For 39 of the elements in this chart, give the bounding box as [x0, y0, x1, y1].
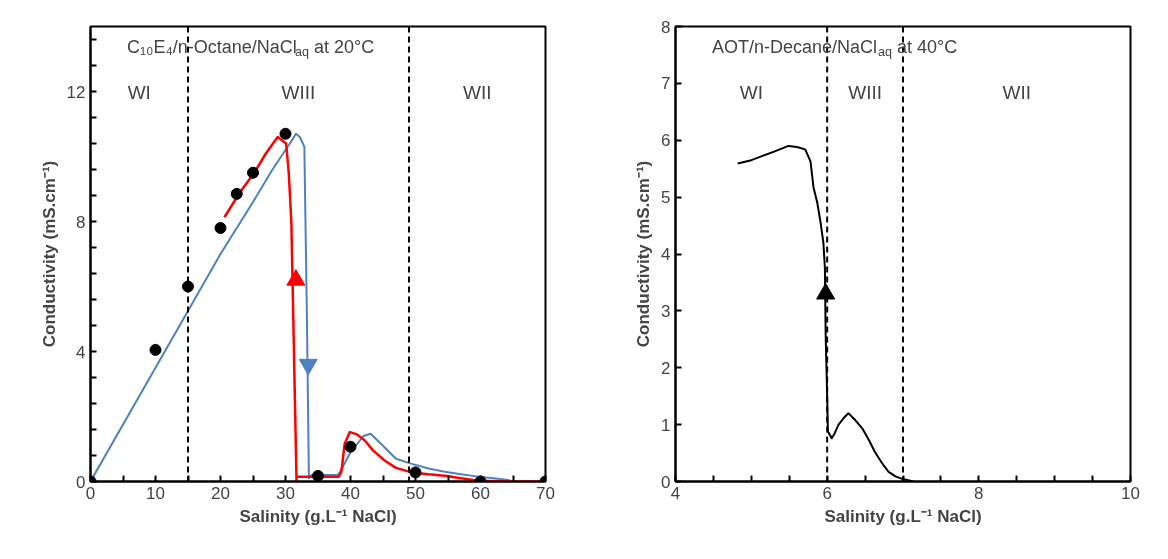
y-axis-title: Conductivity (mS.cm⁻¹)	[634, 160, 654, 348]
annotation: WIII	[848, 81, 882, 103]
point	[312, 469, 324, 482]
x-tick-label: 60	[471, 483, 490, 503]
annotation: WII	[463, 81, 492, 103]
y-tick-label: 5	[661, 188, 671, 208]
x-tick-label: 30	[276, 483, 295, 503]
y-tick-label: 3	[661, 301, 671, 321]
point	[279, 127, 292, 140]
annotation: WI	[739, 81, 763, 103]
x-tick-label: 20	[211, 483, 230, 503]
x-tick-label: 40	[341, 483, 360, 503]
point	[247, 166, 259, 179]
x-tick-label: 70	[536, 483, 555, 503]
y-tick-label: 8	[661, 17, 671, 37]
x-axis-title: Salinity (g.L⁻¹ NaCl)	[239, 506, 397, 526]
x-tick-label: 6	[822, 483, 832, 503]
point	[214, 222, 227, 234]
point	[409, 466, 422, 479]
y-tick-label: 4	[76, 342, 86, 362]
x-tick-label: 8	[974, 483, 984, 503]
x-tick-label: 50	[406, 483, 425, 503]
point	[230, 187, 243, 200]
point	[149, 343, 162, 356]
y-axis-title: Conductivity (mS.cm⁻¹)	[39, 160, 59, 348]
y-tick-label: 2	[661, 358, 671, 378]
y-tick-label: 6	[661, 131, 671, 151]
point	[344, 440, 357, 453]
y-tick-label: 4	[661, 245, 671, 264]
x-tick-label: 10	[1121, 483, 1140, 503]
y-tick-label: 8	[76, 212, 86, 232]
y-tick-label: 12	[66, 82, 86, 102]
y-tick-label: 7	[661, 74, 671, 94]
x-tick-label: 10	[146, 483, 165, 503]
annotation: WIII	[281, 81, 316, 103]
annotation: WI	[127, 81, 151, 103]
x-axis-title: Salinity (g.L⁻¹ NaCl)	[824, 506, 982, 526]
y-tick-label: 1	[661, 415, 671, 435]
annotation: WII	[1002, 81, 1031, 103]
